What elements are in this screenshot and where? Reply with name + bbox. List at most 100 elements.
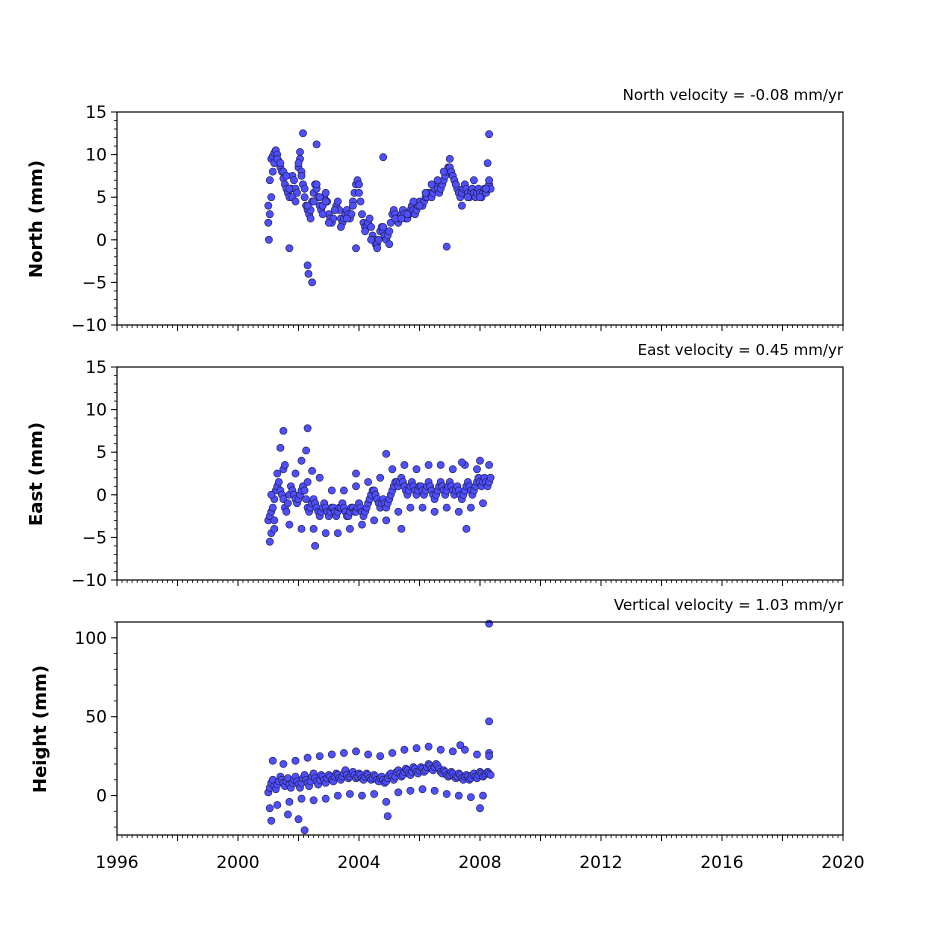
north-point bbox=[306, 214, 315, 223]
north-point bbox=[469, 176, 478, 185]
east-point bbox=[321, 529, 330, 537]
east-point bbox=[394, 507, 403, 516]
height-point bbox=[267, 816, 276, 825]
height-point bbox=[364, 750, 372, 759]
east-point bbox=[333, 529, 342, 537]
north-point bbox=[264, 201, 273, 210]
east-point bbox=[466, 503, 475, 512]
east-point bbox=[315, 473, 324, 482]
height-point bbox=[291, 756, 300, 765]
north-point bbox=[358, 210, 366, 219]
panel-east: East velocity = 0.45 mm/yr East (mm) −10… bbox=[26, 341, 844, 591]
east-point bbox=[308, 466, 316, 475]
north-point bbox=[276, 159, 285, 167]
north-point bbox=[297, 171, 306, 180]
height-point bbox=[418, 785, 427, 794]
east-point bbox=[352, 482, 360, 491]
height-point bbox=[327, 750, 336, 759]
height-point bbox=[388, 749, 397, 757]
east-point bbox=[297, 456, 306, 465]
east-ytick-label: 15 bbox=[85, 358, 107, 378]
east-point bbox=[457, 458, 466, 467]
north-point bbox=[264, 218, 273, 227]
height-point bbox=[294, 815, 303, 824]
north-point bbox=[379, 153, 388, 162]
east-point bbox=[291, 469, 300, 478]
east-point bbox=[485, 461, 493, 469]
height-point bbox=[486, 771, 495, 779]
height-point bbox=[265, 804, 274, 813]
height-point bbox=[315, 752, 324, 760]
east-velocity-title: East velocity = 0.45 mm/yr bbox=[638, 341, 844, 359]
north-point bbox=[352, 244, 360, 253]
north-point bbox=[457, 201, 466, 210]
north-point bbox=[415, 201, 424, 210]
east-ytick-label: 0 bbox=[96, 486, 107, 506]
height-point bbox=[400, 745, 409, 754]
east-point bbox=[376, 473, 385, 482]
east-point bbox=[486, 473, 495, 482]
east-point bbox=[267, 490, 276, 499]
north-point bbox=[300, 193, 309, 202]
north-point bbox=[439, 167, 448, 176]
east-point bbox=[442, 503, 451, 512]
east-point bbox=[311, 542, 319, 550]
east-point bbox=[397, 525, 406, 533]
east-point bbox=[382, 449, 391, 458]
north-point bbox=[308, 278, 316, 287]
north-point bbox=[374, 235, 383, 244]
height-point bbox=[485, 619, 493, 628]
east-point bbox=[364, 478, 372, 486]
height-xtick-label: 2012 bbox=[579, 853, 622, 873]
east-point bbox=[270, 525, 279, 533]
north-point bbox=[342, 214, 351, 223]
north-point bbox=[290, 176, 298, 185]
north-point bbox=[483, 159, 492, 167]
height-point bbox=[273, 801, 282, 809]
north-ytick-label: −5 bbox=[82, 273, 107, 293]
north-ytick-label: 0 bbox=[96, 231, 107, 251]
height-point bbox=[442, 790, 451, 798]
east-point bbox=[448, 465, 457, 474]
north-point bbox=[336, 223, 345, 231]
height-point bbox=[297, 794, 306, 803]
east-point bbox=[265, 537, 274, 546]
height-point bbox=[279, 760, 288, 768]
north-point bbox=[442, 242, 451, 251]
height-point bbox=[352, 747, 360, 756]
north-point bbox=[268, 167, 277, 176]
height-point bbox=[382, 798, 391, 806]
north-point bbox=[409, 197, 418, 206]
east-point bbox=[436, 461, 445, 469]
north-point bbox=[463, 193, 472, 202]
east-point bbox=[273, 469, 282, 478]
north-ytick-label: 5 bbox=[96, 188, 107, 208]
north-point bbox=[451, 180, 460, 189]
east-point bbox=[473, 465, 481, 474]
north-point bbox=[485, 176, 493, 185]
east-point bbox=[297, 525, 306, 533]
height-point bbox=[436, 745, 445, 754]
height-point bbox=[300, 826, 309, 835]
east-point bbox=[279, 426, 288, 435]
east-point bbox=[424, 461, 433, 469]
east-point bbox=[462, 525, 471, 533]
north-point bbox=[421, 188, 430, 197]
height-ylabel: Height (mm) bbox=[30, 665, 51, 793]
east-point bbox=[327, 486, 336, 495]
north-point bbox=[355, 180, 363, 189]
north-point bbox=[356, 197, 365, 206]
east-point bbox=[352, 469, 360, 478]
north-point bbox=[348, 201, 357, 210]
east-point bbox=[479, 499, 487, 508]
east-point bbox=[382, 516, 391, 525]
height-point bbox=[383, 812, 392, 820]
north-point bbox=[367, 235, 375, 244]
north-plot-frame bbox=[116, 111, 844, 326]
height-point bbox=[430, 786, 439, 795]
east-point bbox=[418, 503, 427, 512]
east-plot-frame bbox=[116, 366, 844, 581]
north-point bbox=[304, 269, 313, 278]
north-point bbox=[373, 244, 381, 253]
north-point bbox=[385, 227, 394, 236]
